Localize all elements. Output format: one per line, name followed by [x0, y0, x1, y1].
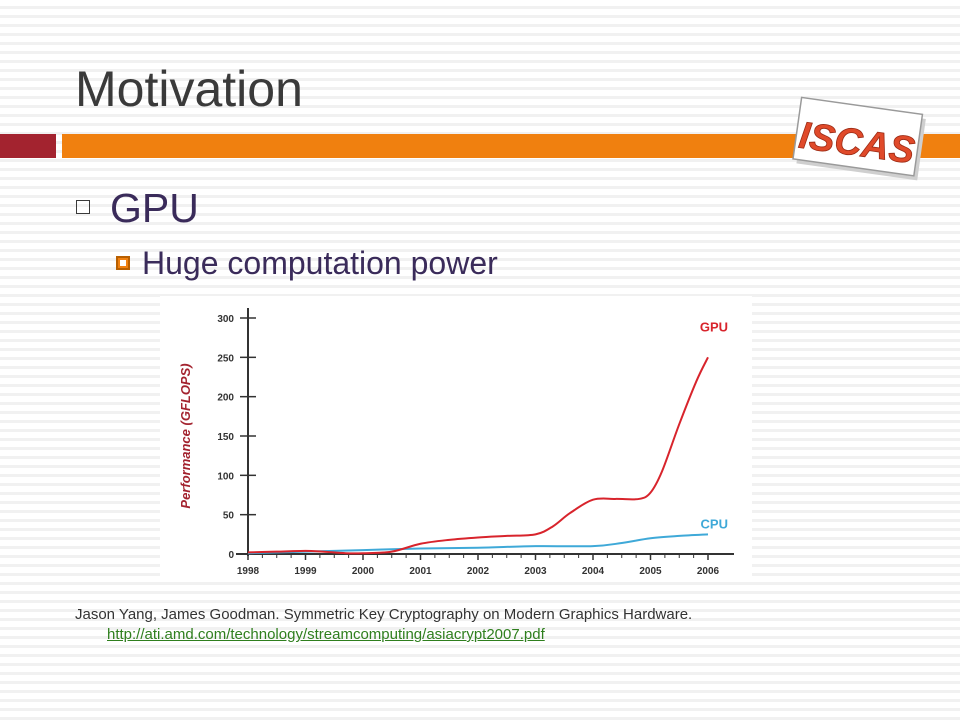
chart-background [160, 296, 752, 578]
performance-chart: 0 50 100 150 200 250 300 1998 1999 2000 2001 2002 20… [160, 296, 752, 578]
gpu-series-line [247, 356, 709, 555]
y-tick-label: 50 [223, 511, 235, 522]
slide-title: Motivation [75, 61, 303, 117]
x-tick-label: 2002 [467, 566, 490, 577]
gpu-series-label: GPU [700, 319, 728, 334]
reference-link[interactable]: http://ati.amd.com/technology/streamcomp… [107, 626, 545, 643]
x-tick-label: 2003 [524, 566, 547, 577]
iscas-logo: ISCAS [792, 96, 926, 181]
title-accent-bar-red [0, 134, 56, 158]
cpu-series-label: CPU [701, 516, 728, 531]
x-tick-label: 1998 [237, 566, 260, 577]
cpu-series-line [247, 533, 709, 555]
y-tick-label: 300 [217, 314, 234, 325]
x-tick-label: 2001 [409, 566, 432, 577]
bullet-level2-text: Huge computation power [142, 245, 498, 281]
bullet-level1-text: GPU [110, 185, 199, 231]
y-tick-label: 150 [217, 432, 234, 443]
reference-citation: Jason Yang, James Goodman. Symmetric Key… [75, 606, 693, 623]
y-tick-label: 0 [228, 550, 234, 561]
reference: Jason Yang, James Goodman. Symmetric Key… [75, 605, 692, 645]
y-tick-label: 100 [217, 471, 234, 482]
x-tick-label: 2005 [639, 566, 662, 577]
x-tick-label: 2006 [697, 566, 720, 577]
hollow-square-bullet-icon [76, 200, 90, 215]
x-tick-label: 2000 [352, 566, 375, 577]
bullet-level2: Huge computation power [116, 245, 498, 281]
y-tick-label: 200 [217, 393, 234, 404]
y-axis-label: Performance (GFLOPS) [178, 363, 193, 508]
filled-square-bullet-icon [116, 255, 130, 270]
y-tick-label: 250 [217, 353, 234, 364]
x-tick-label: 2004 [582, 566, 605, 577]
x-tick-label: 1999 [294, 566, 317, 577]
bullet-level1: GPU [76, 185, 199, 231]
